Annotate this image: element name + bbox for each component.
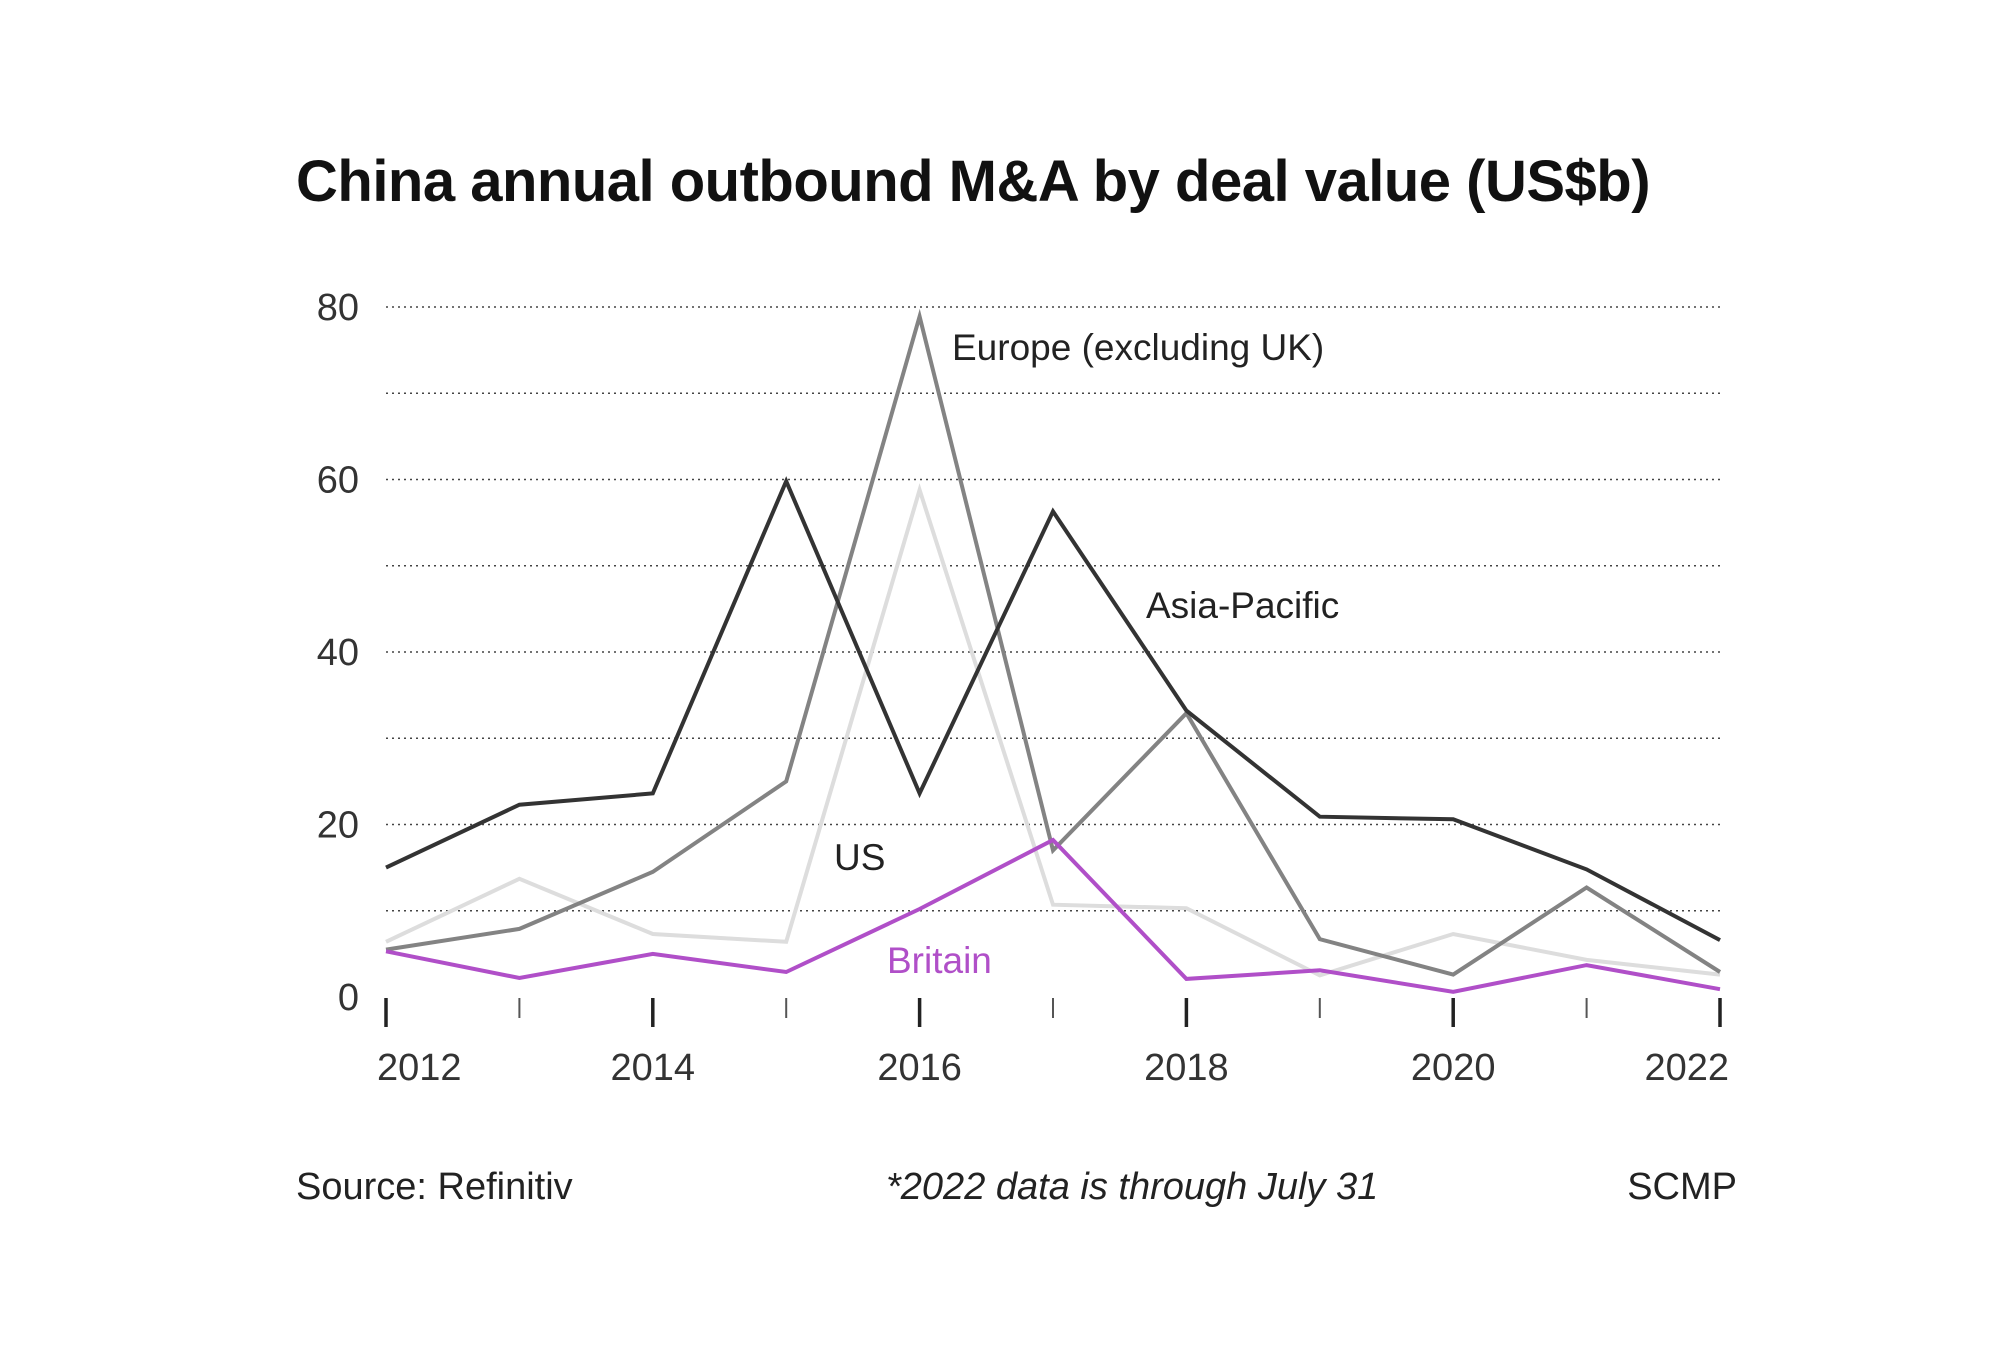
credit: SCMP — [1627, 1166, 1737, 1208]
x-tick-label: 2018 — [1144, 1047, 1229, 1089]
data-note: *2022 data is through July 31 — [886, 1166, 1379, 1208]
x-tick-label: 2016 — [877, 1047, 962, 1089]
y-tick-label: 80 — [317, 287, 359, 329]
x-tick-label: 2022 — [1644, 1047, 1729, 1089]
series-label-europe-excluding-uk: Europe (excluding UK) — [952, 327, 1324, 368]
gridlines — [386, 306, 1720, 912]
x-tick-label: 2014 — [611, 1047, 696, 1089]
y-tick-label: 40 — [317, 632, 359, 674]
source-note: Source: Refinitiv — [296, 1166, 573, 1208]
series-line-asia-pacific — [385, 476, 1721, 942]
y-tick-label: 0 — [338, 977, 359, 1019]
series-line-europe-excluding-uk — [385, 308, 1722, 977]
y-axis: 0 20 40 60 80 — [317, 287, 359, 1019]
y-tick-label: 60 — [317, 460, 359, 502]
series-line-britain — [385, 837, 1721, 994]
series-label-britain: Britain — [887, 940, 992, 981]
x-axis: 2012 2014 2016 2018 2020 2022 — [377, 998, 1729, 1089]
y-tick-label: 20 — [317, 805, 359, 847]
chart-title: China annual outbound M&A by deal value … — [296, 149, 1651, 214]
series-label-asia-pacific: Asia-Pacific — [1146, 585, 1339, 626]
series-label-us: US — [834, 837, 885, 878]
series-lines — [385, 308, 1722, 994]
x-tick-label: 2012 — [377, 1047, 462, 1089]
series-labels: US Europe (excluding UK) Asia-Pacific Brita… — [834, 327, 1339, 981]
x-tick-label: 2020 — [1411, 1047, 1496, 1089]
series-line-us — [385, 483, 1721, 978]
